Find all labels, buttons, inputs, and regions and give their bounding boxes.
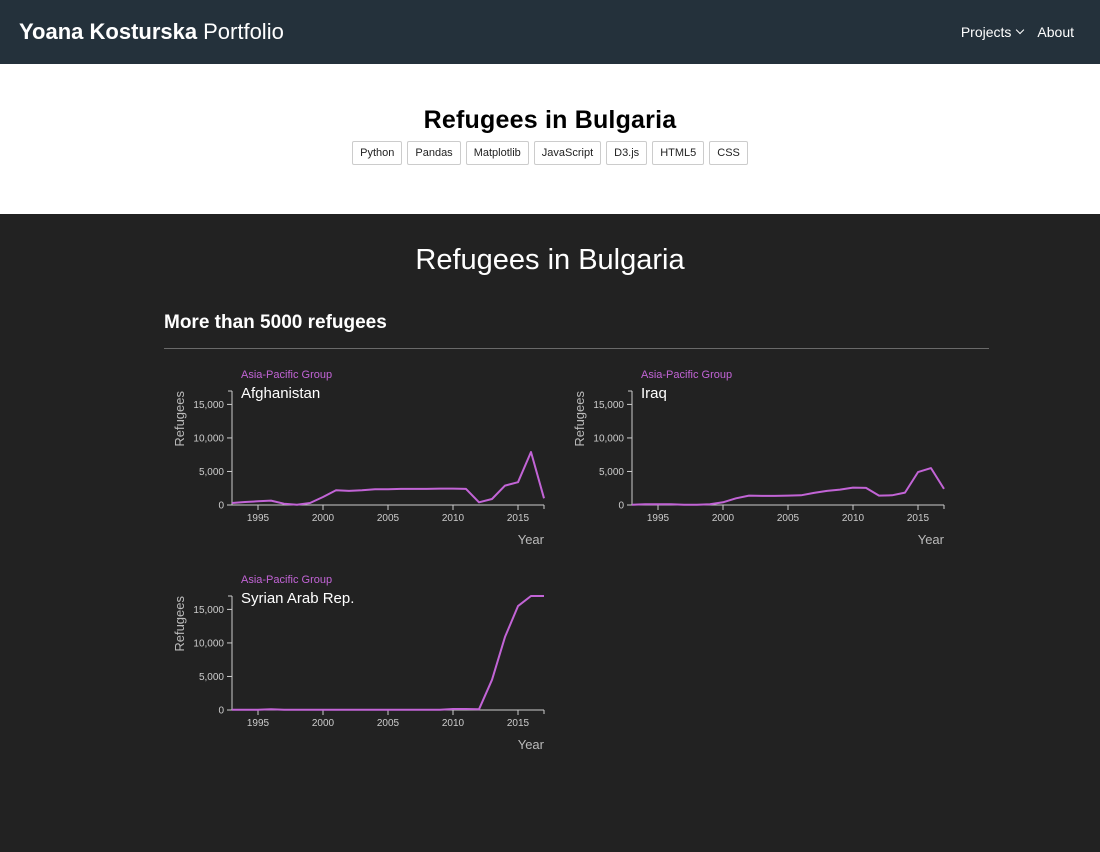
tag-javascript: JavaScript — [533, 141, 602, 165]
x-axis-label: Year — [518, 532, 545, 547]
x-tick-label: 1995 — [247, 718, 270, 729]
chart-title: Afghanistan — [241, 385, 320, 402]
y-tick-label: 5,000 — [199, 467, 224, 478]
x-tick-label: 2010 — [442, 718, 465, 729]
x-tick-label: 2000 — [312, 718, 335, 729]
project-title: Refugees in Bulgaria — [423, 106, 677, 134]
y-axis-label: Refugees — [172, 596, 187, 652]
y-tick-label: 5,000 — [199, 672, 224, 683]
visualization-title: Refugees in Bulgaria — [415, 244, 685, 276]
x-axis-label: Year — [918, 532, 945, 547]
nav-links: Projects About — [961, 24, 1074, 40]
small-multiples-charts: 0 5,000 10,000 15,000 1995 2000 2005 2010 2015 Ye… — [172, 369, 945, 752]
project-header: Refugees in Bulgaria Python Pandas Matpl… — [0, 64, 1100, 214]
x-tick-label: 2015 — [507, 718, 530, 729]
chevron-down-icon — [1016, 25, 1025, 35]
chart-title: Iraq — [641, 385, 667, 402]
y-tick-label: 0 — [618, 501, 624, 512]
x-tick-label: 2015 — [907, 513, 930, 524]
series-line — [232, 595, 544, 711]
chart-group-label: Asia-Pacific Group — [641, 369, 732, 381]
chart-group-label: Asia-Pacific Group — [241, 574, 332, 586]
tag-python: Python — [352, 141, 403, 165]
visualization-section: Refugees in Bulgaria More than 5000 refu… — [0, 214, 1100, 852]
x-tick-label: 2010 — [442, 513, 465, 524]
x-tick-label: 2005 — [777, 513, 800, 524]
y-tick-label: 15,000 — [193, 605, 224, 616]
x-tick-label: 2005 — [377, 718, 400, 729]
about-label: About — [1037, 24, 1074, 40]
chart-iraq: 0 5,000 10,000 15,000 1995 2000 2005 2010 2015 Ye… — [572, 369, 945, 547]
y-tick-label: 5,000 — [599, 467, 624, 478]
x-tick-label: 2010 — [842, 513, 865, 524]
section-heading: More than 5000 refugees — [164, 312, 387, 333]
x-tick-label: 1995 — [247, 513, 270, 524]
brand-subtitle: Portfolio — [203, 19, 284, 44]
tag-matplotlib: Matplotlib — [465, 141, 529, 165]
y-axis-label: Refugees — [572, 391, 587, 447]
y-tick-label: 10,000 — [193, 433, 224, 444]
y-tick-label: 10,000 — [193, 638, 224, 649]
y-axis-label: Refugees — [172, 391, 187, 447]
x-tick-label: 2005 — [377, 513, 400, 524]
x-axis-label: Year — [518, 737, 545, 752]
projects-dropdown[interactable]: Projects — [960, 24, 1025, 40]
about-link[interactable]: About — [1037, 24, 1074, 40]
y-tick-label: 15,000 — [193, 400, 224, 411]
x-tick-label: 2000 — [312, 513, 335, 524]
y-tick-label: 15,000 — [593, 400, 624, 411]
tech-tags: Python Pandas Matplotlib JavaScript D3.j… — [352, 141, 748, 165]
tag-d3js: D3.js — [606, 141, 648, 165]
chart-title: Syrian Arab Rep. — [241, 590, 354, 607]
x-tick-label: 2000 — [712, 513, 735, 524]
x-tick-label: 1995 — [647, 513, 670, 524]
brand-link[interactable]: Yoana Kosturska Portfolio — [19, 19, 284, 45]
y-tick-label: 10,000 — [593, 433, 624, 444]
projects-label: Projects — [960, 24, 1012, 40]
brand-name: Yoana Kosturska — [19, 19, 198, 44]
tag-pandas: Pandas — [407, 141, 461, 165]
chart-group-label: Asia-Pacific Group — [241, 369, 332, 381]
series-line — [631, 467, 945, 506]
tag-css: CSS — [709, 141, 748, 165]
y-tick-label: 0 — [218, 706, 224, 717]
chart-afghanistan: 0 5,000 10,000 15,000 1995 2000 2005 2010 2015 Ye… — [172, 369, 545, 547]
section-divider — [164, 348, 989, 349]
tag-html5: HTML5 — [652, 141, 705, 165]
top-navbar: Yoana Kosturska Portfolio Projects About — [0, 0, 1100, 64]
series-line — [231, 451, 545, 506]
chart-syrian-arab-rep-: 0 5,000 10,000 15,000 1995 2000 2005 2010 2015 Ye… — [172, 574, 545, 752]
x-tick-label: 2015 — [507, 513, 530, 524]
y-tick-label: 0 — [218, 501, 224, 512]
